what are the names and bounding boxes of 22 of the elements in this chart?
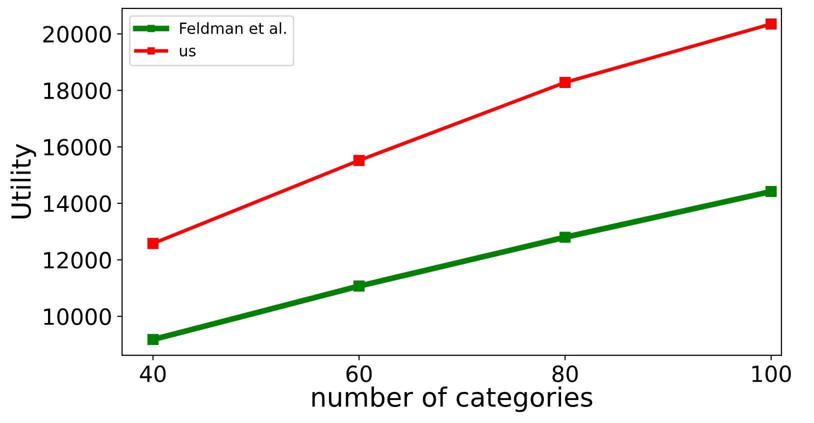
- y-tick-label: 18000: [44, 82, 111, 100]
- y-tick-label: 10000: [44, 308, 111, 326]
- legend-label: Feldman et al.: [180, 22, 286, 34]
- x-tick-label: 60: [346, 365, 372, 382]
- y-tick-label: 12000: [44, 252, 111, 269]
- x-axis-title: number of categories: [312, 386, 592, 412]
- point: [353, 154, 365, 166]
- legend-label: us: [180, 48, 196, 56]
- point: [147, 334, 159, 346]
- y-tick-label: 14000: [44, 195, 111, 212]
- point: [766, 18, 777, 30]
- point: [766, 186, 777, 198]
- point: [147, 238, 159, 250]
- point: [560, 76, 571, 88]
- y-tick-label: 16000: [44, 138, 111, 156]
- x-tick-label: 40: [140, 365, 166, 382]
- point: [353, 280, 365, 292]
- y-axis-title: Utility: [10, 144, 36, 218]
- point: [560, 232, 571, 243]
- x-tick-label: 80: [552, 365, 578, 382]
- y-tick-label: 20000: [43, 26, 111, 43]
- x-tick-label: 100: [752, 365, 791, 382]
